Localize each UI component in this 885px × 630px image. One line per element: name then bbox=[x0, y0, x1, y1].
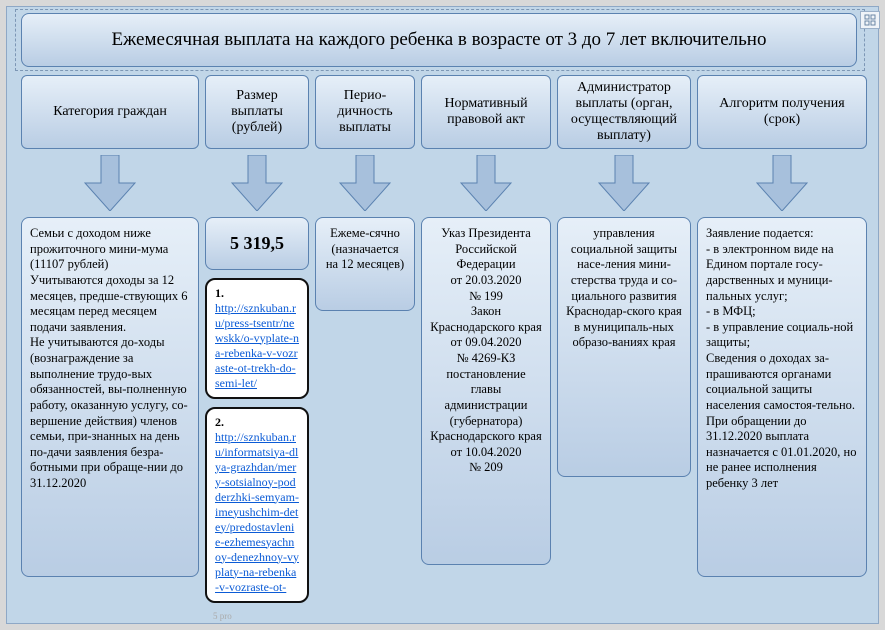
arrow-down-icon bbox=[338, 155, 392, 211]
column-body: Семьи с доходом ниже прожиточного мини-м… bbox=[21, 217, 199, 577]
link-box-0: 1.http://sznkuban.ru/press-tsentr/newskk… bbox=[205, 278, 309, 399]
column-2: Перио-дичность выплаты Ежеме-сячно (назн… bbox=[315, 75, 415, 311]
column-body: Заявление подается: - в электронном виде… bbox=[697, 217, 867, 577]
reference-link[interactable]: http://sznkuban.ru/informatsiya-dlya-gra… bbox=[215, 430, 299, 594]
arrow-down-icon bbox=[597, 155, 651, 211]
column-header: Перио-дичность выплаты bbox=[315, 75, 415, 149]
column-header: Размер выплаты (рублей) bbox=[205, 75, 309, 149]
column-5: Алгоритм получения (срок) Заявление пода… bbox=[697, 75, 867, 577]
column-body: 5 319,5 bbox=[205, 217, 309, 270]
column-1: Размер выплаты (рублей) 5 319,51.http://… bbox=[205, 75, 309, 603]
column-body: Указ Президента Российской Федерации от … bbox=[421, 217, 551, 565]
column-3: Нормативный правовой акт Указ Президента… bbox=[421, 75, 551, 565]
column-header: Администратор выплаты (орган, осуществля… bbox=[557, 75, 691, 149]
diagram-canvas: Ежемесячная выплата на каждого ребенка в… bbox=[6, 6, 879, 624]
column-header: Нормативный правовой акт bbox=[421, 75, 551, 149]
arrow-down-icon bbox=[459, 155, 513, 211]
reference-link[interactable]: http://sznkuban.ru/press-tsentr/newskk/o… bbox=[215, 301, 299, 390]
layout-options-icon[interactable] bbox=[860, 11, 880, 29]
link-box-1: 2.http://sznkuban.ru/informatsiya-dlya-g… bbox=[205, 407, 309, 603]
column-header: Алгоритм получения (срок) bbox=[697, 75, 867, 149]
column-body: управления социальной защиты насе-ления … bbox=[557, 217, 691, 477]
arrow-down-icon bbox=[83, 155, 137, 211]
column-header: Категория граждан bbox=[21, 75, 199, 149]
link-number: 1. bbox=[215, 286, 299, 301]
column-body: Ежеме-сячно (назначается на 12 месяцев) bbox=[315, 217, 415, 311]
title-box: Ежемесячная выплата на каждого ребенка в… bbox=[21, 13, 857, 67]
title-text: Ежемесячная выплата на каждого ребенка в… bbox=[112, 29, 767, 51]
arrow-down-icon bbox=[230, 155, 284, 211]
link-number: 2. bbox=[215, 415, 299, 430]
arrow-down-icon bbox=[755, 155, 809, 211]
column-0: Категория граждан Семьи с доходом ниже п… bbox=[21, 75, 199, 577]
column-4: Администратор выплаты (орган, осуществля… bbox=[557, 75, 691, 477]
footer-watermark: 5 pro bbox=[213, 611, 232, 621]
